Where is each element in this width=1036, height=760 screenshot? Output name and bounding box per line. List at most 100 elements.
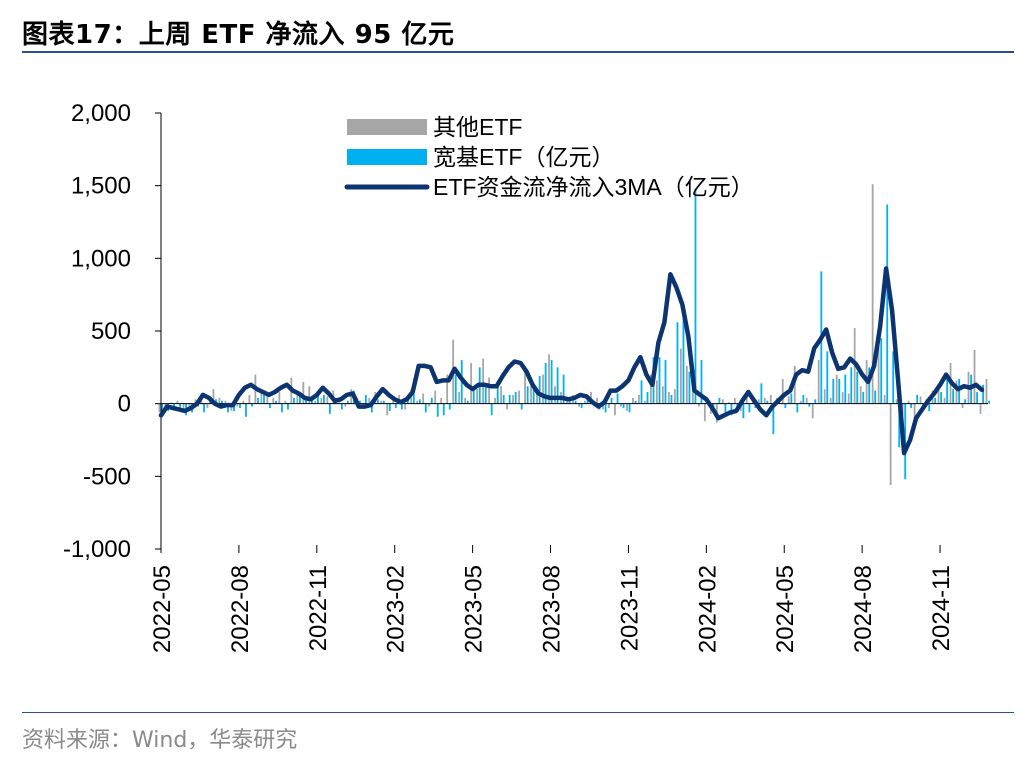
broad-etf-bar <box>346 400 349 404</box>
other-etf-bar <box>182 403 185 410</box>
other-etf-bar <box>907 400 910 404</box>
other-etf-bar <box>673 389 676 404</box>
other-etf-bar <box>308 386 311 404</box>
other-etf-bar <box>871 184 874 404</box>
other-etf-bar <box>883 394 886 404</box>
legend-label: 其他ETF <box>433 114 522 140</box>
other-etf-bar <box>224 400 227 404</box>
other-etf-bar <box>170 402 173 404</box>
broad-etf-bar <box>227 403 229 413</box>
other-etf-bar <box>644 400 646 404</box>
broad-etf-bar <box>293 397 295 404</box>
broad-etf-bar <box>586 397 589 404</box>
broad-etf-bar <box>424 403 427 413</box>
y-tick-label: -500 <box>83 463 131 490</box>
other-etf-bar <box>386 403 389 416</box>
broad-etf-bar <box>412 393 415 404</box>
other-etf-bar <box>278 392 281 404</box>
broad-etf-bar <box>358 400 361 404</box>
other-etf-bar <box>284 400 287 404</box>
legend-ma-line: ETF资金流净流入3MA（亿元） <box>344 174 754 200</box>
other-etf-bar <box>260 392 263 404</box>
broad-etf-bar <box>742 403 745 419</box>
x-tick-label: 2022-08 <box>227 565 254 653</box>
other-etf-bar <box>733 397 736 404</box>
broad-etf-bar <box>880 338 883 404</box>
broad-etf-bar <box>916 394 919 404</box>
other-etf-bar <box>661 386 664 404</box>
other-etf-bar <box>602 403 604 410</box>
other-etf-bar <box>500 386 502 404</box>
other-etf-bar <box>781 378 784 404</box>
broad-etf-bar <box>245 403 247 417</box>
other-etf-bar <box>638 394 640 404</box>
broad-etf-bar <box>305 399 307 404</box>
broad-etf-bar <box>748 403 751 413</box>
other-etf-bar <box>380 400 383 404</box>
legend-broad-etf: 宽基ETF（亿元） <box>347 144 614 170</box>
other-etf-bar <box>847 393 850 404</box>
broad-etf-bar <box>388 403 391 411</box>
broad-etf-bar <box>448 403 451 410</box>
broad-etf-bar <box>233 403 235 411</box>
broad-etf-bar <box>328 403 331 414</box>
broad-etf-bar <box>394 403 397 409</box>
other-etf-bar <box>877 342 880 404</box>
other-etf-bar <box>614 403 616 416</box>
other-etf-bar <box>685 365 688 404</box>
broad-etf-bar <box>484 386 487 404</box>
broad-etf-bar <box>179 403 181 410</box>
etf-flow-chart: -1,000 -500 0 500 1,000 1,500 2,000 2022-05 2022… <box>63 100 990 653</box>
other-etf-bar <box>584 400 586 404</box>
broad-etf-bar <box>364 394 367 404</box>
ma-line <box>158 266 985 456</box>
other-etf-bar <box>344 403 347 407</box>
broad-etf-bar <box>466 400 469 404</box>
other-etf-bar <box>632 397 634 404</box>
broad-etf-bar <box>718 397 721 404</box>
other-etf-bar <box>961 403 964 409</box>
other-etf-bar <box>458 392 461 404</box>
figure-label: 图表17： <box>22 20 139 50</box>
other-etf-bar <box>212 389 215 404</box>
broad-etf-bar <box>958 378 961 404</box>
broad-etf-bar <box>844 374 847 404</box>
broad-etf-bar <box>622 403 625 409</box>
broad-etf-bar <box>868 367 871 404</box>
broad-etf-bar <box>436 403 439 417</box>
other-etf-bar <box>841 392 844 404</box>
other-etf-bar <box>428 403 431 407</box>
other-etf-bar <box>757 399 760 404</box>
other-etf-bar <box>889 403 892 486</box>
broad-etf-bar <box>946 373 949 404</box>
other-etf-bar <box>416 400 419 404</box>
other-etf-bar <box>817 360 820 404</box>
other-etf-bar <box>985 378 988 404</box>
other-etf-bar <box>440 397 443 404</box>
other-etf-bar <box>488 377 491 404</box>
other-etf-bar <box>512 394 514 404</box>
other-etf-bar <box>476 389 479 404</box>
other-etf-bar <box>829 397 832 404</box>
other-etf-bar <box>194 399 197 404</box>
broad-etf-bar <box>317 392 319 404</box>
broad-etf-bar <box>892 351 895 404</box>
other-etf-bar <box>811 403 814 419</box>
broad-etf-bar <box>646 392 649 404</box>
broad-etf-bar <box>856 371 859 404</box>
broad-etf-bar <box>658 357 661 404</box>
other-etf-bar <box>338 402 341 404</box>
other-etf-bar <box>272 397 275 404</box>
broad-etf-bar <box>616 393 619 404</box>
other-etf-bar <box>446 374 449 404</box>
broad-etf-bar <box>574 400 577 404</box>
broad-etf-bar <box>340 403 343 410</box>
broad-etf-bar <box>640 380 643 404</box>
other-etf-bar <box>158 403 161 413</box>
broad-etf-bar <box>287 403 289 410</box>
broad-etf-bar <box>550 360 553 404</box>
broad-etf-bar <box>604 403 607 413</box>
other-etf-bar <box>434 390 437 404</box>
y-tick-label: 1,000 <box>71 245 131 272</box>
broad-etf-bar <box>215 399 217 404</box>
